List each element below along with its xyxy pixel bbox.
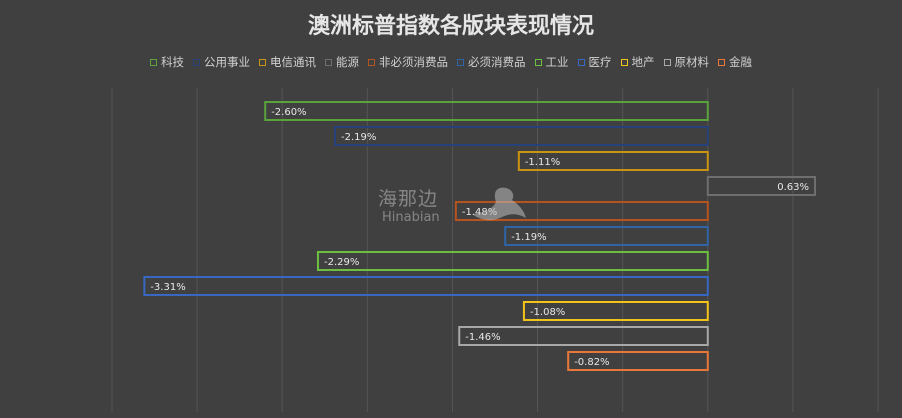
data-label: -1.19% xyxy=(511,232,546,243)
bar xyxy=(706,176,817,196)
watermark: 海那边 Hinabian xyxy=(378,184,528,234)
legend-item: 能源 xyxy=(325,54,359,70)
legend-label: 电信通讯 xyxy=(270,55,316,69)
legend-label: 地产 xyxy=(631,55,655,69)
legend-label: 金融 xyxy=(729,55,752,69)
watermark-en: Hinabian xyxy=(382,210,440,225)
legend-item: 金融 xyxy=(718,54,752,70)
legend-item: 工业 xyxy=(534,54,569,70)
data-label: -1.08% xyxy=(530,307,565,318)
legend-swatch xyxy=(577,58,585,66)
legend-item: 非必须消费品 xyxy=(368,54,448,70)
bar xyxy=(517,151,709,171)
legend-label: 医疗 xyxy=(588,55,612,69)
bar xyxy=(504,226,709,246)
legend-label: 公用事业 xyxy=(204,55,250,69)
legend-item: 地产 xyxy=(620,54,655,70)
bar xyxy=(264,101,709,121)
legend-item: 公用事业 xyxy=(193,54,250,70)
chart-title: 澳洲标普指数各版块表现情况 xyxy=(307,14,594,39)
watermark-cn: 海那边 xyxy=(378,188,439,210)
legend-swatch xyxy=(663,58,671,66)
legend-swatch xyxy=(150,58,157,66)
data-label: -2.60% xyxy=(271,107,306,118)
legend-label: 工业 xyxy=(545,55,569,69)
legend-swatch xyxy=(620,58,628,66)
data-label: -0.82% xyxy=(574,357,609,368)
chart-legend: 科技 公用事业 电信通讯 能源 非必须消费品 必须消费品 工业 医疗 地产 原材料 金融 xyxy=(0,54,902,70)
bar xyxy=(567,351,709,371)
legend-swatch xyxy=(457,58,464,66)
legend-swatch xyxy=(718,58,725,66)
bar xyxy=(458,326,709,346)
bar xyxy=(522,301,709,321)
legend-item: 科技 xyxy=(150,54,184,70)
data-label: -2.29% xyxy=(324,257,359,268)
legend-swatch xyxy=(534,58,542,66)
legend-label: 非必须消费品 xyxy=(379,55,448,69)
legend-swatch xyxy=(368,58,375,66)
legend-swatch xyxy=(193,58,200,66)
legend-item: 必须消费品 xyxy=(457,54,526,70)
legend-label: 原材料 xyxy=(674,55,710,69)
bar xyxy=(454,201,709,221)
bird-logo-icon xyxy=(472,187,526,221)
data-label: -1.11% xyxy=(525,157,560,168)
bar xyxy=(333,126,709,146)
data-label: 0.63% xyxy=(777,182,809,193)
legend-label: 必须消费品 xyxy=(468,55,526,69)
legend-swatch xyxy=(325,58,332,66)
legend-item: 电信通讯 xyxy=(259,54,316,70)
legend-item: 医疗 xyxy=(577,54,612,70)
legend-swatch xyxy=(259,58,266,66)
data-label: -1.46% xyxy=(465,332,500,343)
bar xyxy=(143,276,709,296)
bar xyxy=(316,251,709,271)
data-label: -2.19% xyxy=(341,132,376,143)
legend-label: 科技 xyxy=(161,55,184,69)
data-label: -1.48% xyxy=(462,207,497,218)
legend-label: 能源 xyxy=(336,55,359,69)
legend-item: 原材料 xyxy=(663,54,710,70)
data-label: -3.31% xyxy=(150,282,185,293)
